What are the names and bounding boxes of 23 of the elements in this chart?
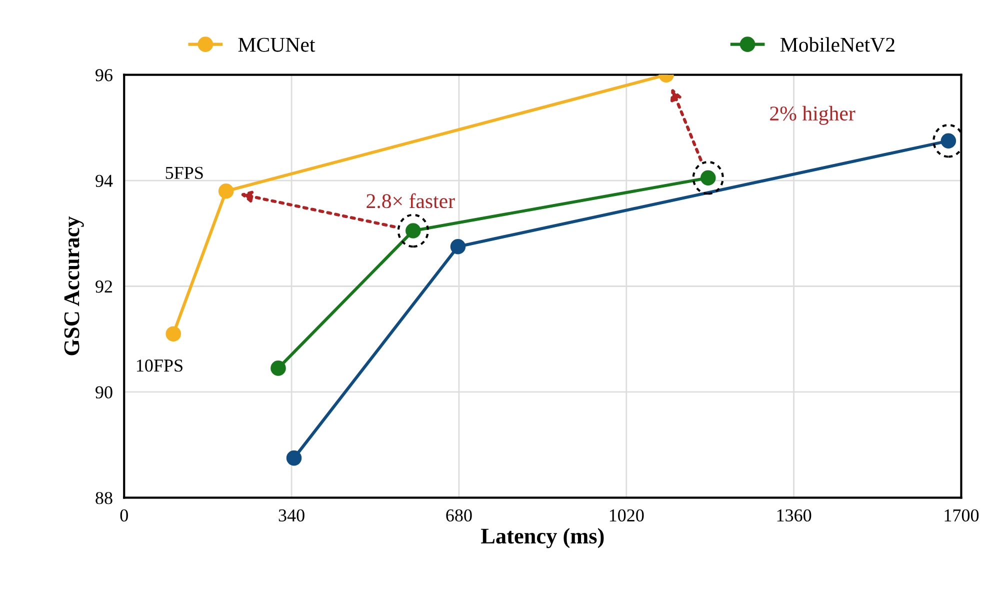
point xyxy=(218,183,234,199)
x-axis-title: Latency (ms) xyxy=(481,528,604,548)
x-tick-label: 0 xyxy=(120,509,128,522)
legend-label: MCUNet xyxy=(238,38,316,52)
x-tick-label: 680 xyxy=(446,509,472,522)
legend-label: MobileNetV2 xyxy=(780,37,894,52)
annotation: 2% higher xyxy=(770,106,856,125)
y-tick-label: 94 xyxy=(96,174,113,187)
y-tick-label: 90 xyxy=(96,386,112,398)
y-tick-label: 92 xyxy=(96,280,112,293)
point xyxy=(286,450,302,466)
x-tick-label: 1360 xyxy=(777,509,812,522)
annotation: 10FPS xyxy=(136,360,182,372)
y-tick-label: 88 xyxy=(96,492,112,504)
y-tick-label: 96 xyxy=(96,69,112,82)
y-axis-title: GSC Accuracy xyxy=(64,216,84,356)
point xyxy=(166,326,182,342)
annotation: 2.8× faster xyxy=(366,193,455,208)
x-tick-label: 340 xyxy=(278,509,304,522)
point xyxy=(450,238,466,254)
annotation: 5FPS xyxy=(166,166,203,179)
x-tick-label: 1700 xyxy=(944,509,979,522)
x-tick-label: 1020 xyxy=(610,509,644,522)
